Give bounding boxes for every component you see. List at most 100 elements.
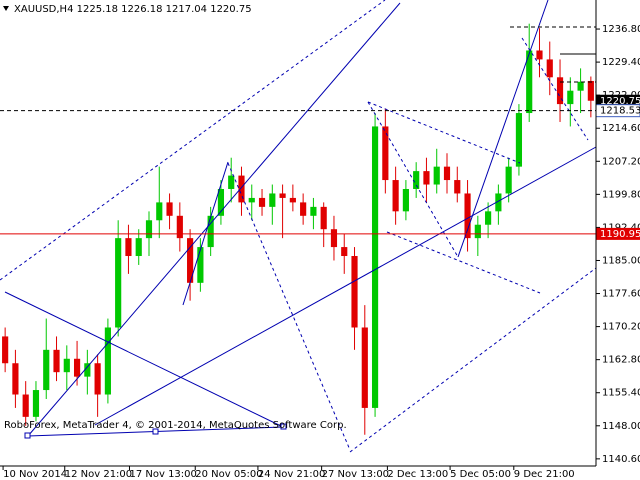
candle-body xyxy=(228,175,235,189)
y-tick-label: 1155.40 xyxy=(602,388,640,399)
anchor xyxy=(24,432,31,439)
channel-line xyxy=(0,0,386,281)
x-tick-label: 2 Dec 13:00 xyxy=(387,469,448,480)
channel-line xyxy=(227,162,351,451)
candle-body xyxy=(330,229,338,248)
candle-body xyxy=(485,211,492,225)
y-tick-label: 1214.60 xyxy=(602,123,640,134)
candle-body xyxy=(464,193,471,239)
candle-body xyxy=(577,81,584,91)
trendlines xyxy=(0,0,597,453)
trendline xyxy=(94,146,597,426)
candle-body xyxy=(474,224,481,239)
x-tick-label: 10 Nov 2014 xyxy=(3,469,67,480)
price-label-box xyxy=(596,94,640,107)
candle-body xyxy=(104,327,111,395)
chart-title: XAUUSD,H4 1225.18 1226.18 1217.04 1220.7… xyxy=(14,4,252,15)
candle-body xyxy=(371,126,379,408)
candle-body xyxy=(423,171,430,185)
candle-body xyxy=(73,358,81,377)
candle-body xyxy=(279,193,286,198)
candle-body xyxy=(361,327,368,408)
trendline xyxy=(4,291,284,428)
candle-body xyxy=(187,238,194,283)
candle-body xyxy=(176,215,183,239)
x-tick-label: 27 Nov 13:00 xyxy=(322,469,389,480)
x-tick-label: 20 Nov 05:00 xyxy=(195,469,262,480)
channel-line xyxy=(521,37,589,141)
candle-body xyxy=(341,247,348,257)
candle-body xyxy=(320,206,327,230)
candle-body xyxy=(32,390,40,417)
candle-body xyxy=(197,247,204,283)
candle-body xyxy=(2,336,9,364)
symbol-icon xyxy=(3,6,9,11)
candle-body xyxy=(546,59,553,78)
price-label: 1220.75 xyxy=(600,96,640,107)
price-label: 1190.95 xyxy=(600,229,640,240)
y-tick-label: 1199.80 xyxy=(602,189,640,200)
candle-body xyxy=(536,50,543,60)
x-tick-label: 24 Nov 21:00 xyxy=(258,469,325,480)
candle-body xyxy=(94,363,101,395)
candle-body xyxy=(145,220,153,239)
candle-body xyxy=(43,349,50,391)
candle-body xyxy=(12,363,19,395)
candle-body xyxy=(413,171,420,189)
candle-body xyxy=(382,126,389,181)
candle-body xyxy=(454,180,461,194)
candle-body xyxy=(115,238,122,328)
candle-body xyxy=(207,215,214,248)
candle-body xyxy=(567,90,574,105)
candle-body xyxy=(289,197,296,203)
candle-body xyxy=(310,206,317,216)
candle-body xyxy=(53,349,60,373)
y-tick-label: 1140.60 xyxy=(602,454,640,465)
candle-body xyxy=(433,166,440,185)
candle-body xyxy=(248,197,255,203)
candle-body xyxy=(156,202,163,221)
candle-body xyxy=(166,202,173,216)
candle-body xyxy=(556,77,564,105)
candle-body xyxy=(402,188,409,212)
copyright: RoboForex, MetaTrader 4, © 2001-2014, Me… xyxy=(4,420,347,431)
candle-body xyxy=(238,175,245,203)
candle-body xyxy=(84,363,91,377)
candle-body xyxy=(526,50,533,114)
y-tick-label: 1229.40 xyxy=(602,57,640,68)
candle-body xyxy=(63,358,70,373)
candle-body xyxy=(515,113,523,167)
candle-body xyxy=(392,180,399,212)
y-tick-label: 1236.80 xyxy=(602,24,640,35)
candle-body xyxy=(22,394,29,417)
candle-body xyxy=(495,193,502,212)
candle-body xyxy=(258,197,266,207)
candle-body xyxy=(443,166,451,181)
y-tick-label: 1177.60 xyxy=(602,289,640,300)
candles xyxy=(2,23,594,435)
y-tick-label: 1207.20 xyxy=(602,156,640,167)
trendline xyxy=(27,2,401,437)
candle-body xyxy=(135,238,142,257)
candle-body xyxy=(217,188,225,216)
grid: 1236.801229.401222.001214.601207.201199.… xyxy=(2,24,640,480)
candle-body xyxy=(269,193,276,207)
candle-body xyxy=(351,256,358,328)
x-tick-label: 12 Nov 21:00 xyxy=(65,469,132,480)
y-tick-label: 1185.00 xyxy=(602,255,640,266)
x-tick-label: 17 Nov 13:00 xyxy=(129,469,196,480)
candle-body xyxy=(300,202,307,216)
trendline xyxy=(457,0,549,258)
anchor xyxy=(280,423,287,430)
anchor xyxy=(152,428,159,435)
y-tick-label: 1170.20 xyxy=(602,322,640,333)
candle-body xyxy=(125,238,132,257)
y-tick-label: 1148.00 xyxy=(602,421,640,432)
candle-body xyxy=(587,80,594,101)
price-label: 1218.53 xyxy=(600,106,640,117)
x-tick-label: 9 Dec 21:00 xyxy=(514,469,575,480)
